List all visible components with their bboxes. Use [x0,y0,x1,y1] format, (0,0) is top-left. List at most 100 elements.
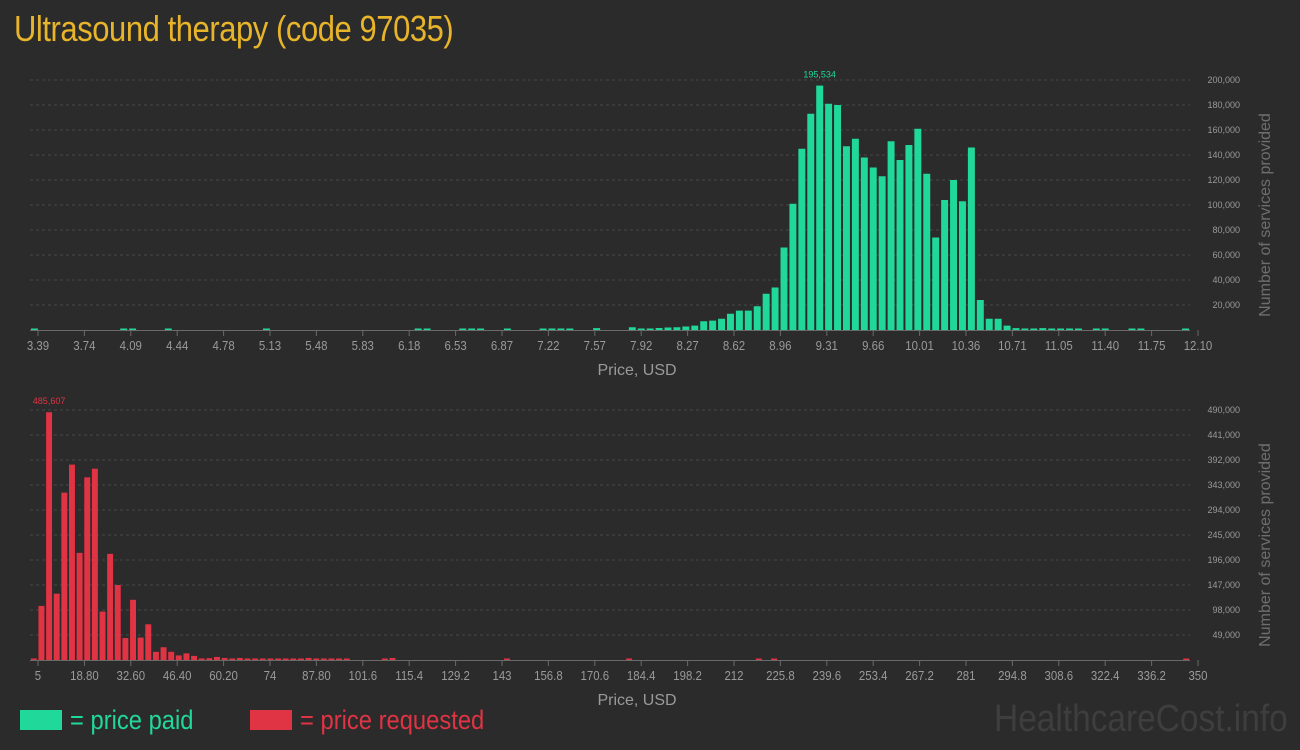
requested-bar [275,658,282,660]
requested-bar [244,658,251,660]
requested-bar [259,658,266,660]
paid-bar [1101,328,1109,330]
paid-bar [700,321,708,330]
requested-bar [91,468,98,660]
paid-bar [1182,328,1190,330]
paid-x-tick-label: 6.87 [491,338,513,353]
paid-bar [30,328,38,330]
paid-bar [851,138,859,330]
paid-bar [664,327,672,330]
requested-bar [53,593,60,660]
requested-bar [297,658,304,660]
paid-y-tick-label: 40,000 [1212,275,1240,285]
paid-bar [985,318,993,330]
paid-bar [503,328,511,330]
requested-bar [46,412,53,660]
paid-bar [923,173,931,330]
requested-x-tick-label: 60.20 [209,668,238,683]
paid-x-tick-label: 8.96 [769,338,791,353]
requested-y-tick-label: 343,000 [1207,480,1240,490]
paid-y-tick-label: 20,000 [1212,300,1240,310]
paid-bar [860,157,868,330]
paid-bar [1012,328,1020,330]
requested-x-tick-label: 225.8 [766,668,795,683]
requested-x-tick-label: 74 [264,668,277,683]
paid-peak-label: 195,534 [803,70,836,80]
requested-x-tick-label: 212 [724,668,743,683]
paid-bar [691,325,699,330]
requested-bar [336,658,343,660]
paid-bar [1074,328,1082,330]
paid-bar [869,167,877,330]
requested-peak-label: 485,607 [33,396,66,406]
paid-bar [718,318,726,330]
legend-requested-label: = price requested [300,704,485,735]
paid-bar [1092,328,1100,330]
requested-bar [61,492,68,660]
paid-x-tick-label: 10.01 [905,338,934,353]
paid-x-tick-label: 10.36 [952,338,981,353]
requested-x-tick-label: 87.80 [302,668,331,683]
requested-bar [130,599,137,660]
paid-bar [1066,328,1074,330]
paid-bar [958,201,966,330]
paid-x-tick-label: 9.31 [816,338,838,353]
requested-bar [1183,658,1190,660]
paid-bar [423,328,431,330]
paid-y-tick-label: 180,000 [1207,100,1240,110]
paid-x-tick-label: 7.57 [584,338,606,353]
paid-bar [566,328,574,330]
requested-bar [198,658,205,660]
requested-bar [84,477,91,660]
requested-bar [114,585,121,660]
requested-x-tick-label: 101.6 [348,668,377,683]
requested-bar [175,655,182,660]
requested-x-tick-label: 198.2 [673,668,702,683]
paid-y-tick-label: 160,000 [1207,125,1240,135]
paid-bar [798,148,806,330]
paid-bar [1039,328,1047,330]
requested-bar [107,553,114,660]
paid-bar [762,293,770,330]
requested-bar [99,611,106,660]
paid-x-tick-label: 4.44 [166,338,188,353]
price-requested-chart: 49,000 98,000 147,000 196,000 245,000 294,000… [30,396,1274,709]
paid-x-tick-label: 4.09 [120,338,142,353]
paid-x-tick-label: 5.48 [305,338,327,353]
paid-bar [1030,328,1038,330]
paid-x-tick-label: 5.83 [352,338,374,353]
requested-x-tick-label: 322.4 [1091,668,1120,683]
paid-y-tick-label: 140,000 [1207,150,1240,160]
requested-bar [191,655,198,660]
paid-bar [628,327,636,330]
paid-bar [825,103,833,330]
paid-bar [673,327,681,330]
watermark: HealthcareCost.info [994,698,1288,740]
paid-x-tick-label: 8.27 [676,338,698,353]
requested-x-tick-label: 18.80 [70,668,99,683]
requested-y-tick-label: 441,000 [1207,430,1240,440]
paid-x-tick-label: 4.78 [212,338,234,353]
requested-bar [328,658,335,660]
requested-x-tick-label: 267.2 [905,668,934,683]
paid-bar [735,310,743,330]
paid-x-tick-label: 3.39 [27,338,49,353]
price-paid-chart: 20,000 40,000 60,000 80,000 100,000 120,000 14… [27,70,1274,379]
paid-bar [548,328,556,330]
requested-bar [145,624,152,660]
paid-bar [789,203,797,330]
paid-x-tick-label: 7.22 [537,338,559,353]
paid-x-tick-label: 10.71 [998,338,1027,353]
requested-x-tick-label: 336.2 [1137,668,1166,683]
paid-bar [780,247,788,330]
requested-y-tick-label: 98,000 [1212,605,1240,615]
requested-x-tick-label: 350 [1188,668,1207,683]
paid-bar [834,105,842,330]
paid-y-tick-label: 120,000 [1207,175,1240,185]
requested-bar [305,657,312,660]
requested-bar [221,657,228,660]
requested-y-tick-label: 392,000 [1207,455,1240,465]
requested-bar [320,658,327,660]
requested-x-tick-label: 46.40 [163,668,192,683]
paid-x-tick-label: 6.53 [444,338,466,353]
